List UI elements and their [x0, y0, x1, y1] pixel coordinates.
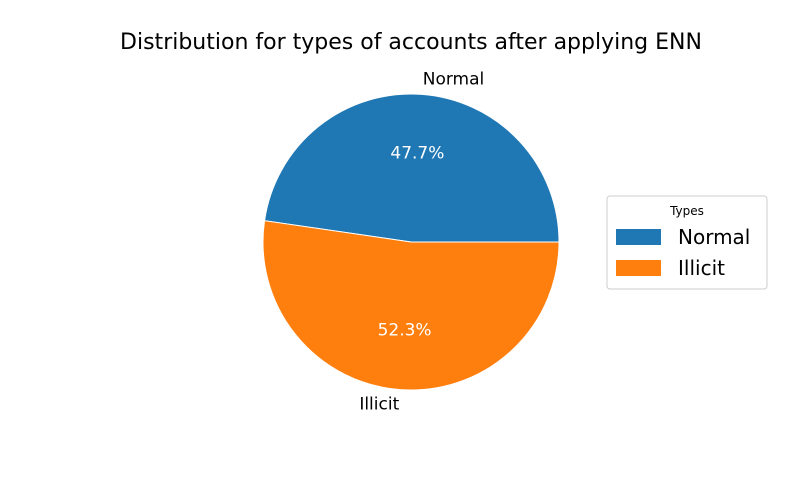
- legend-label-illicit: Illicit: [678, 256, 725, 280]
- legend-label-normal: Normal: [678, 225, 750, 249]
- legend: Types Normal Illicit: [606, 195, 768, 290]
- pie-slices: [262, 93, 560, 391]
- slice-label-normal: Normal: [423, 70, 485, 90]
- pie-slice-illicit: [262, 220, 560, 391]
- pie-slice-normal: [263, 93, 560, 243]
- pie-labels: Normal 47.7% Illicit 52.3%: [359, 70, 484, 415]
- slice-percent-normal: 47.7%: [390, 143, 444, 163]
- slice-percent-illicit: 52.3%: [378, 321, 432, 341]
- legend-entries: Normal Illicit: [616, 225, 750, 280]
- legend-swatch-illicit: [616, 260, 661, 276]
- legend-title: Types: [669, 204, 704, 218]
- legend-swatch-normal: [616, 229, 661, 245]
- chart-title: Distribution for types of accounts after…: [120, 30, 702, 55]
- slice-label-illicit: Illicit: [359, 394, 399, 414]
